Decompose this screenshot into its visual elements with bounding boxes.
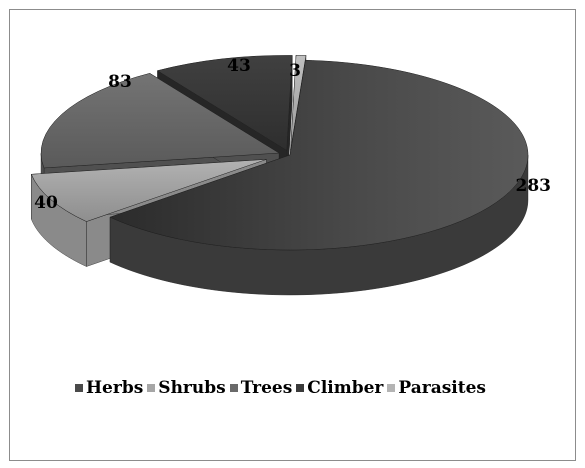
- pie-slice-herbs: [109, 59, 529, 251]
- pie-slice-shrubs: [31, 159, 267, 222]
- data-label-trees: 83: [108, 72, 132, 92]
- legend-label-herbs: Herbs: [86, 378, 144, 398]
- data-label-parasites: 3: [289, 61, 301, 81]
- legend-swatch-climber: [296, 384, 305, 392]
- legend-item-shrubs: Shrubs: [147, 378, 226, 398]
- data-label-shrubs: 40: [34, 193, 58, 213]
- legend: Herbs Shrubs Trees Climber Parasites: [75, 378, 490, 398]
- legend-swatch-parasites: [387, 384, 396, 392]
- legend-label-trees: Trees: [240, 378, 293, 398]
- legend-label-shrubs: Shrubs: [158, 378, 226, 398]
- legend-item-trees: Trees: [229, 378, 293, 398]
- data-label-climber: 43: [227, 56, 251, 76]
- pie-slice-trees: [40, 73, 280, 169]
- legend-item-herbs: Herbs: [75, 378, 143, 398]
- data-label-herbs: 283: [516, 176, 552, 196]
- legend-swatch-trees: [229, 384, 238, 392]
- pie-slice-parasites: [290, 54, 307, 151]
- legend-label-climber: Climber: [307, 378, 384, 398]
- legend-item-climber: Climber: [296, 378, 383, 398]
- legend-swatch-shrubs: [147, 384, 156, 392]
- legend-swatch-herbs: [75, 384, 83, 392]
- pie-slice-climber: [156, 55, 293, 151]
- legend-item-parasites: Parasites: [387, 378, 486, 398]
- legend-label-parasites: Parasites: [398, 378, 486, 398]
